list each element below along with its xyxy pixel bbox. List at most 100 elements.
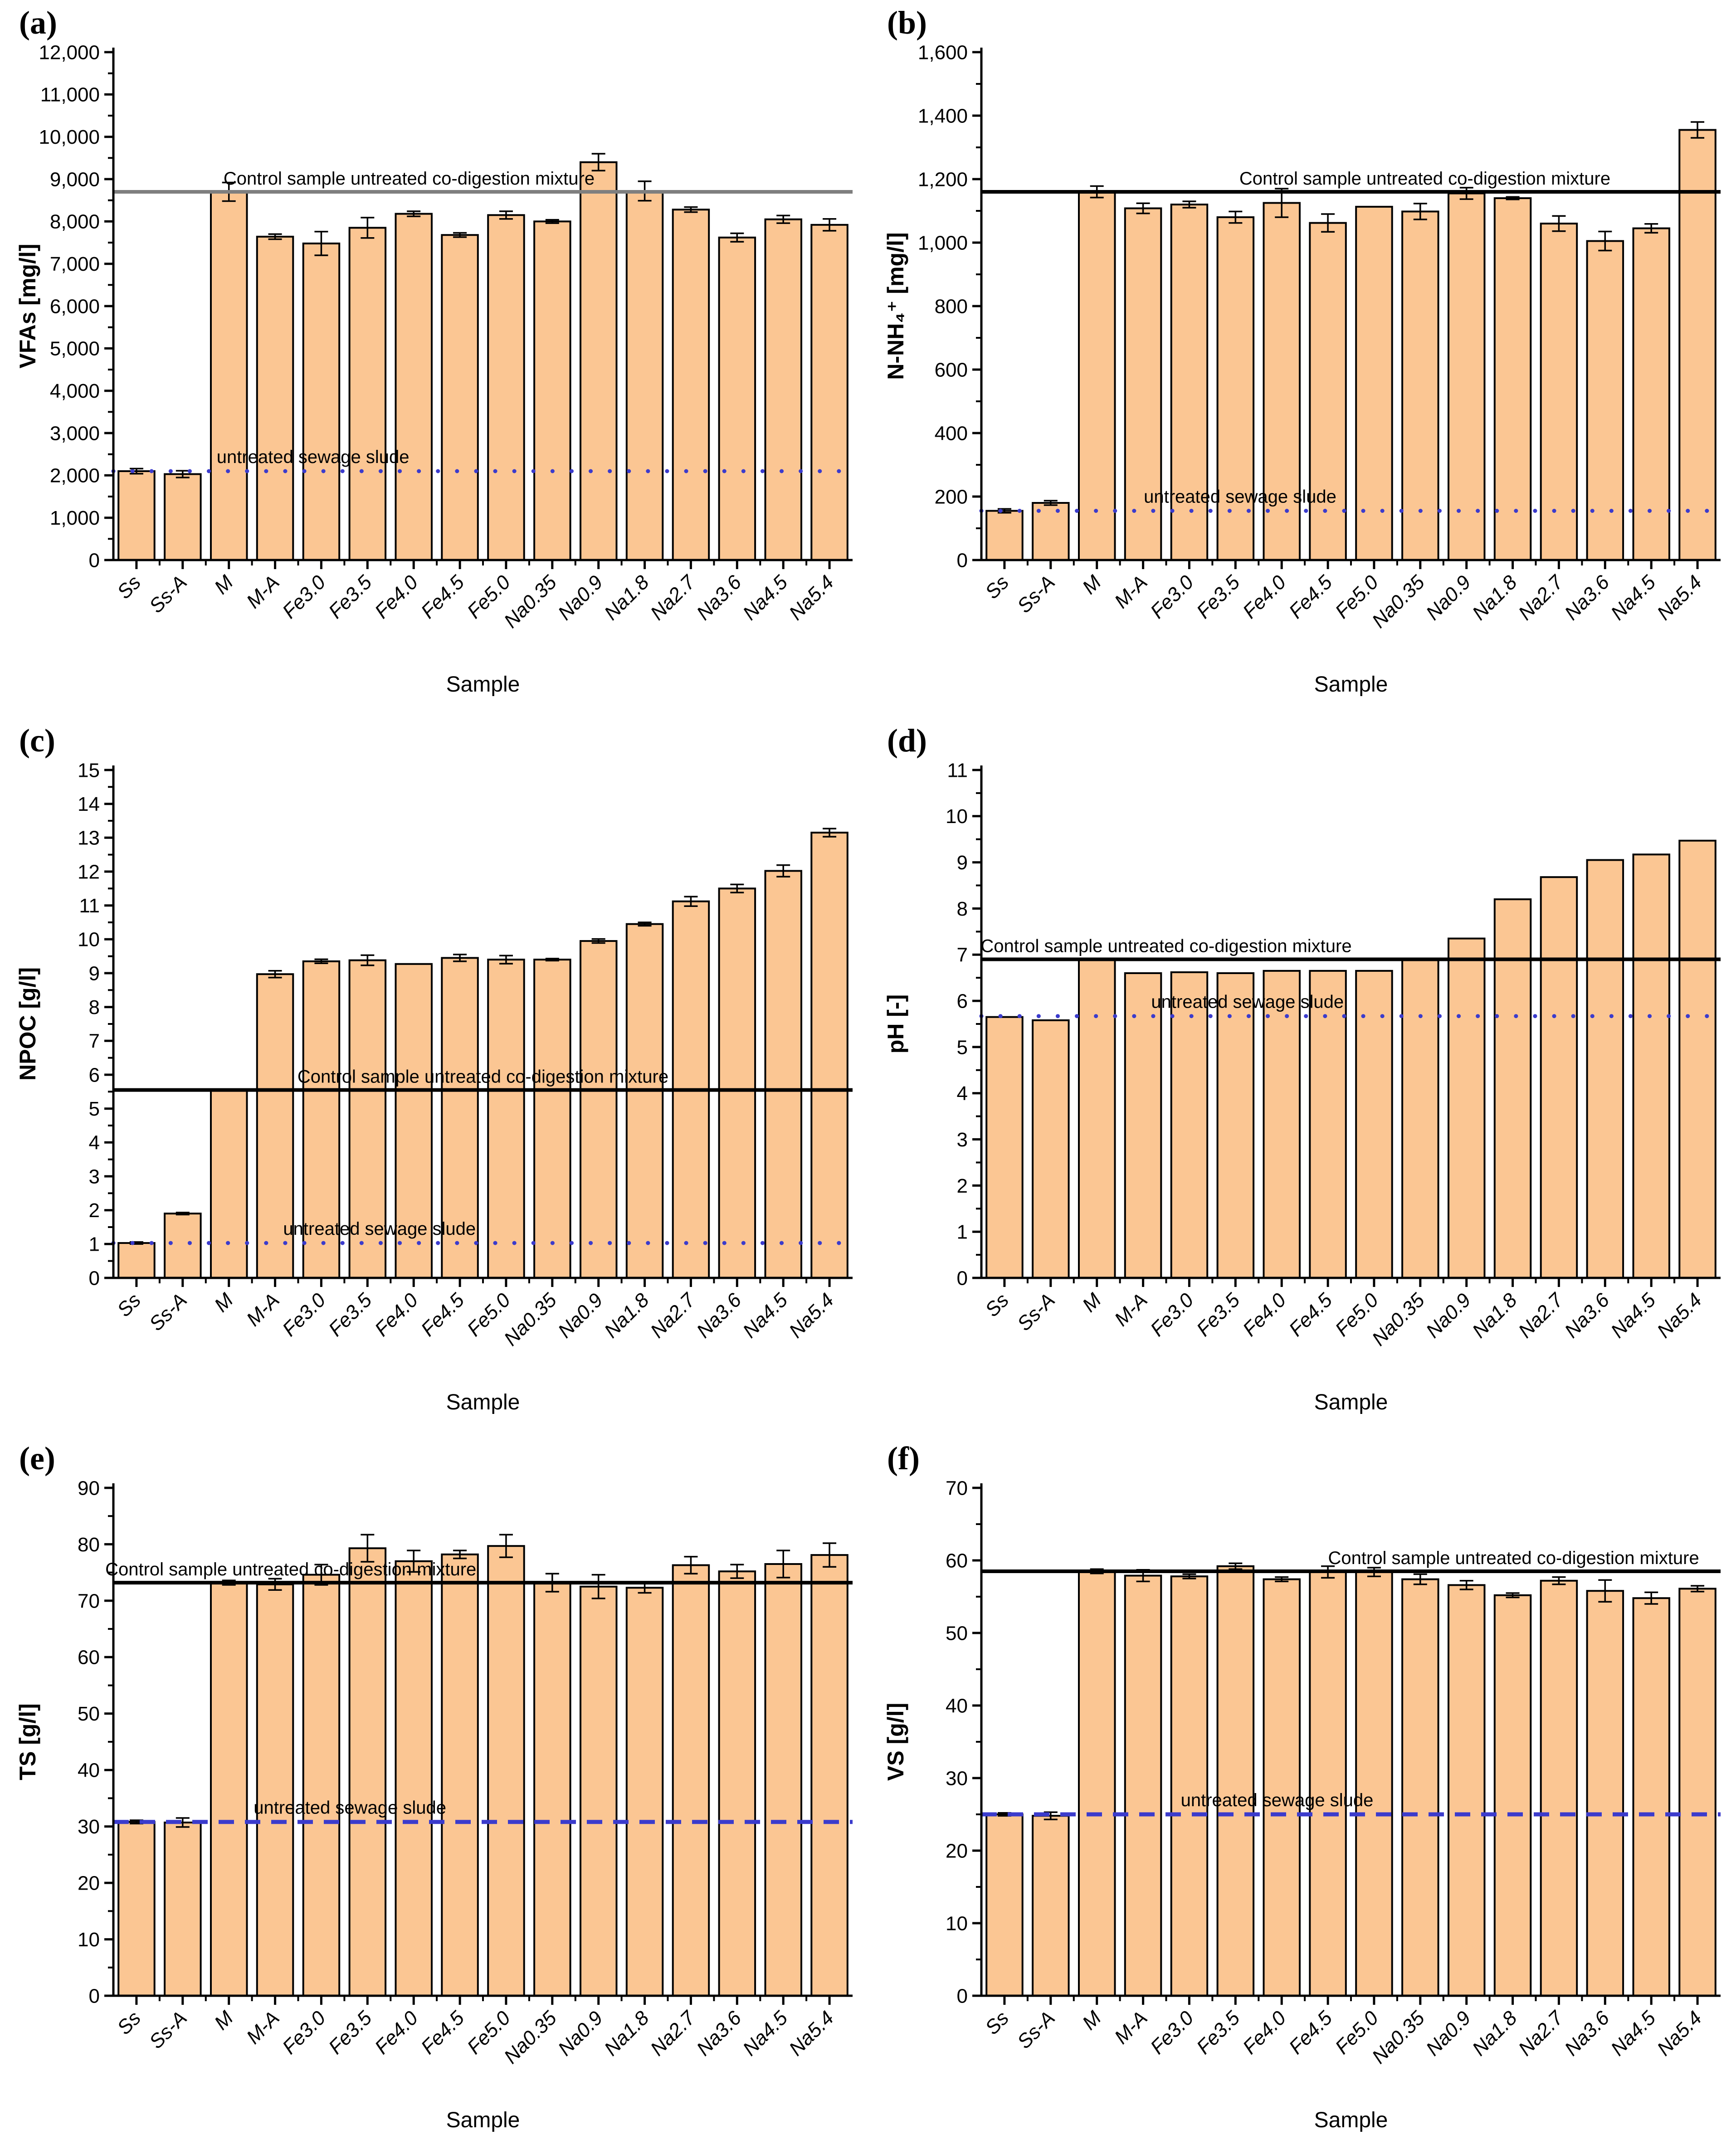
error-bar-Na2.7	[1552, 215, 1566, 232]
bar-Fe4.5	[1309, 222, 1347, 561]
error-bar-Fe3.5	[361, 1534, 375, 1563]
x-category-label: M-A	[1110, 2007, 1152, 2048]
svg-text:0: 0	[957, 1267, 968, 1289]
panel-label-a: (a)	[19, 5, 57, 41]
bar-Na0.35	[1401, 1578, 1439, 1997]
svg-text:30: 30	[78, 1816, 100, 1838]
x-category-label: Na1.8	[600, 2007, 653, 2060]
bar-Na0.35	[1401, 210, 1439, 561]
svg-text:6,000: 6,000	[50, 295, 100, 317]
svg-text:0: 0	[957, 1985, 968, 2007]
bar-Fe4.5	[441, 1553, 479, 1997]
svg-text:70: 70	[78, 1590, 100, 1612]
bar-Na0.9	[1448, 937, 1486, 1279]
bar-Fe4.0	[1263, 970, 1301, 1279]
error-bar-Ss	[129, 468, 143, 475]
x-category-label: Na4.5	[1607, 1289, 1660, 1342]
x-axis-title: Sample	[446, 2108, 520, 2132]
x-category-label: M	[1078, 1289, 1106, 1316]
y-axis-title: TS [g/l]	[15, 1703, 40, 1780]
bar-Fe3.0	[1170, 1575, 1209, 1997]
svg-text:1,200: 1,200	[918, 168, 968, 190]
x-category-label: Na5.4	[785, 571, 838, 624]
x-category-label: Na4.5	[739, 571, 792, 624]
error-bar-Na5.4	[823, 828, 837, 838]
bar-Na3.6	[718, 236, 756, 561]
bar-Fe4.0	[1263, 1578, 1301, 1997]
svg-text:30: 30	[946, 1767, 968, 1789]
bar-Na0.35	[533, 959, 571, 1279]
bar-M	[1078, 191, 1116, 561]
x-category-label: Na3.6	[1560, 1289, 1614, 1342]
x-category-label: Na0.9	[1422, 2007, 1475, 2060]
bar-Na3.6	[1586, 1590, 1624, 1997]
x-category-label: Ss-A	[1013, 571, 1059, 617]
bar-Fe3.5	[348, 227, 387, 561]
svg-text:11: 11	[947, 759, 968, 781]
y-axis-ticks: 0 1,000 2,000 3,000 4,000 5,000 6,000 7,000 8,00…	[39, 41, 113, 571]
error-bar-Ss-A	[176, 1212, 190, 1216]
error-bar-Fe3.5	[361, 954, 375, 966]
svg-text:1,000: 1,000	[50, 507, 100, 529]
x-category-label: Fe3.0	[278, 2007, 330, 2059]
svg-text:9: 9	[957, 852, 968, 874]
error-bar-Fe3.5	[361, 217, 375, 239]
bar-Na1.8	[625, 1587, 664, 1997]
svg-text:7,000: 7,000	[50, 253, 100, 275]
x-axis-title: Sample	[446, 673, 520, 697]
bar-Ss-A	[164, 473, 202, 561]
x-category-label: Na1.8	[1468, 571, 1521, 624]
svg-text:90: 90	[78, 1477, 100, 1499]
error-bar-Na0.35	[545, 958, 559, 962]
reference-line-label: untreated sewage slude	[217, 447, 410, 467]
chart-panel-a: (a) Control sample untreated co-digestio…	[0, 0, 868, 718]
bar-Ss	[985, 510, 1024, 561]
error-bar-Na0.35	[1413, 203, 1427, 220]
x-category-label: Na5.4	[1653, 2007, 1706, 2060]
bar-Na0.9	[580, 1585, 618, 1997]
bar-Na2.7	[1540, 876, 1578, 1279]
svg-text:8,000: 8,000	[50, 211, 100, 233]
bar-Ss-A	[1032, 1815, 1070, 1997]
svg-text:1,600: 1,600	[918, 41, 968, 63]
x-category-label: Ss	[113, 2007, 145, 2039]
x-category-label: Fe3.0	[1146, 1289, 1198, 1341]
chart-f-svg: Control sample untreated co-digestion mi…	[883, 1477, 1721, 2132]
svg-text:20: 20	[78, 1872, 100, 1895]
x-category-label: Fe4.0	[371, 1289, 423, 1341]
error-bar-Na0.9	[1459, 1580, 1473, 1590]
error-bar-M-A	[268, 970, 282, 979]
svg-text:60: 60	[946, 1550, 968, 1572]
x-axis-ticks: Ss Ss-A M M-AFe3.0Fe3.5Fe4.0Fe4.5Fe5.0Na0.3…	[981, 560, 1706, 632]
bar-M	[210, 191, 248, 561]
y-axis-title: VFAs [mg/l]	[15, 244, 40, 368]
x-category-label: Fe3.5	[324, 2007, 376, 2059]
bar-Na0.9	[1448, 192, 1486, 561]
reference-line-label: untreated sewage slude	[254, 1798, 446, 1818]
x-category-label: Fe4.5	[1285, 571, 1337, 623]
chart-panel-b: (b) Control sample untreated co-digestio…	[868, 0, 1736, 718]
x-category-label: Na3.6	[1560, 2007, 1614, 2060]
svg-text:9: 9	[89, 962, 100, 984]
bar-Fe3.5	[348, 959, 387, 1279]
reference-line-label: untreated sewage slude	[1181, 1790, 1374, 1810]
svg-text:10: 10	[946, 805, 968, 828]
control-line-label: Control sample untreated co-digestion mi…	[297, 1067, 668, 1087]
bar-Ss-A	[164, 1822, 202, 1997]
bar-M-A	[1124, 972, 1162, 1279]
error-bar-Fe3.0	[1182, 200, 1196, 209]
x-category-label: Na1.8	[600, 571, 653, 624]
x-category-label: Fe4.5	[1285, 2007, 1337, 2059]
svg-text:70: 70	[946, 1477, 968, 1499]
bar-Na0.35	[533, 1582, 571, 1997]
error-bar-Fe4.5	[1321, 213, 1335, 233]
x-category-label: M	[1078, 571, 1106, 599]
control-line-label: Control sample untreated co-digestion mi…	[1239, 169, 1610, 189]
svg-text:12: 12	[78, 861, 100, 883]
x-axis-title: Sample	[1314, 2108, 1388, 2132]
error-bar-Na3.6	[730, 1564, 744, 1579]
chart-b-svg: Control sample untreated co-digestion mi…	[883, 41, 1723, 697]
bar-Fe3.0	[1170, 971, 1209, 1279]
svg-text:8: 8	[89, 996, 100, 1019]
bar-Na3.6	[718, 887, 756, 1279]
